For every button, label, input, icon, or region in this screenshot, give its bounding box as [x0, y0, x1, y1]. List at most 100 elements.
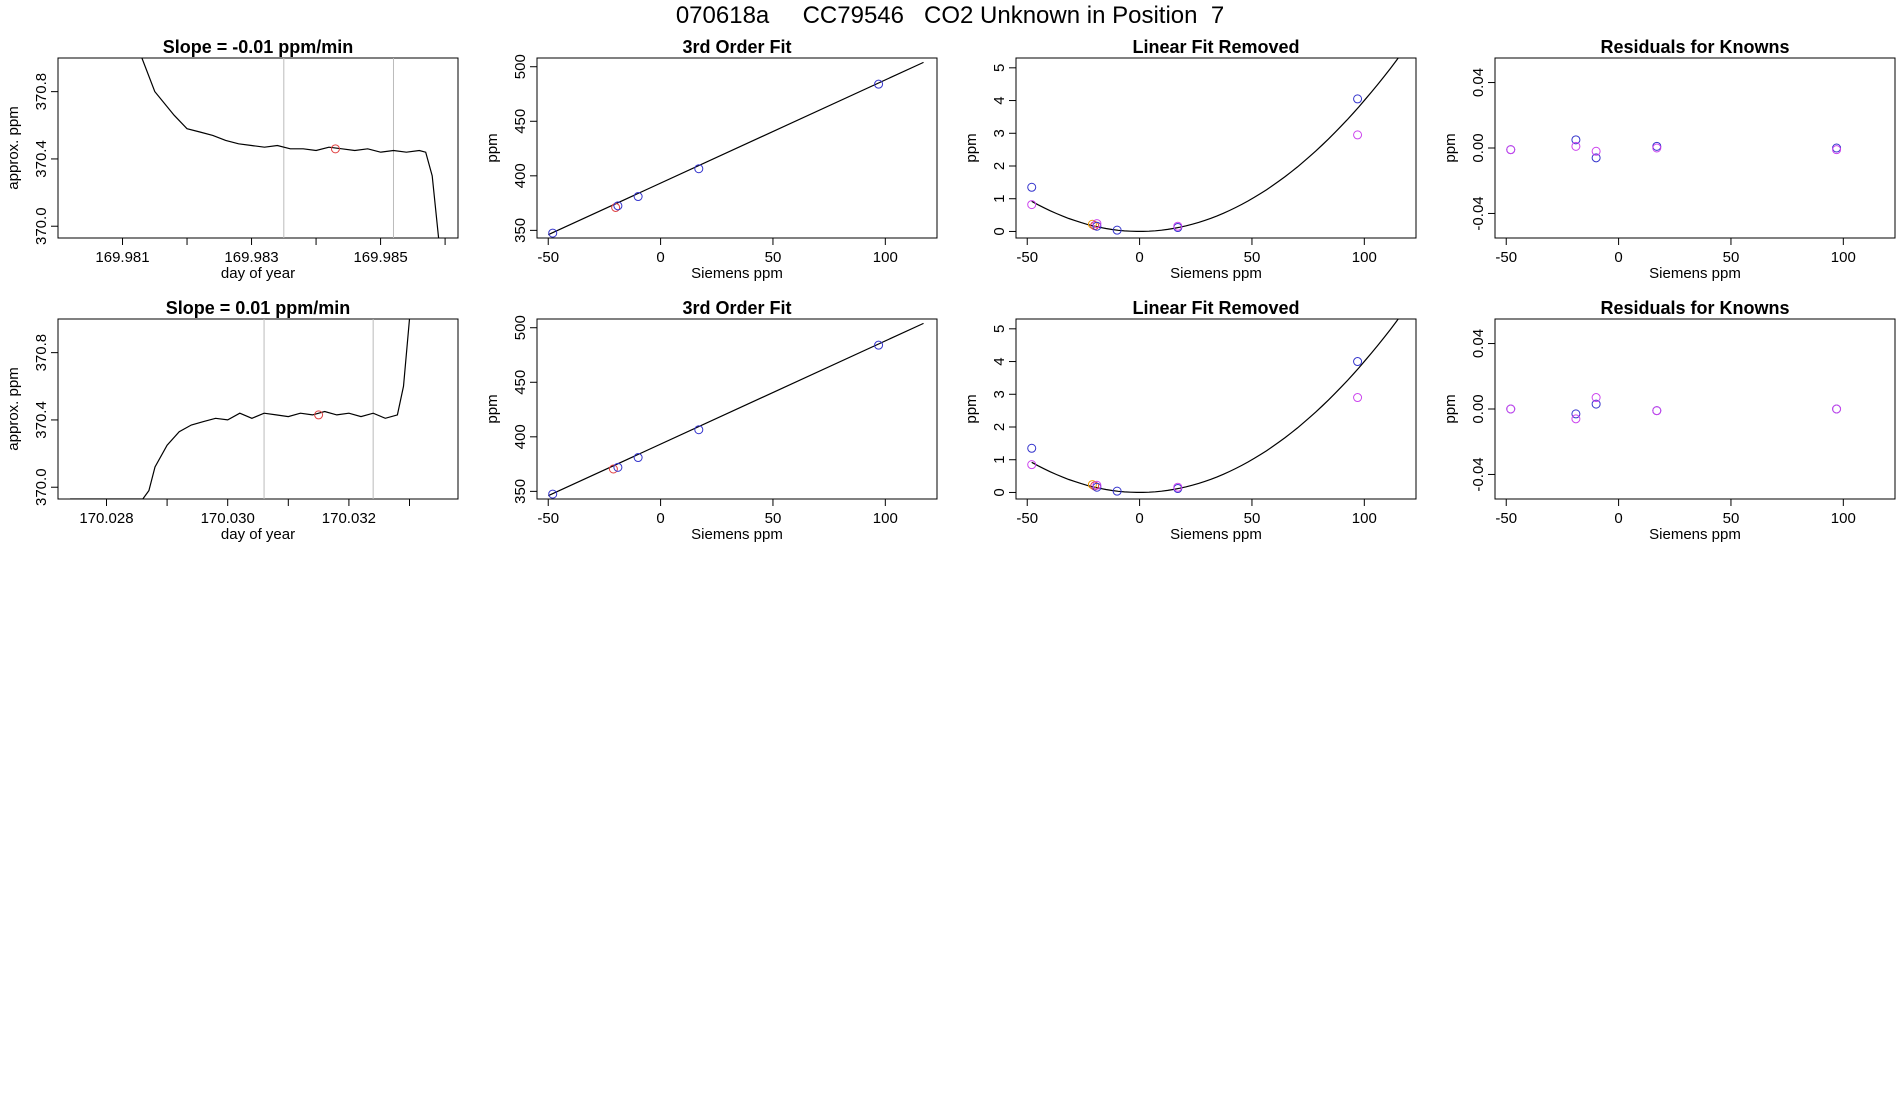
mean-marker: [314, 410, 324, 420]
plot-title: Slope = -0.01 ppm/min: [163, 37, 354, 57]
x-axis-label: Siemens ppm: [1170, 265, 1262, 282]
x-tick-label: 170.030: [201, 510, 255, 527]
data-point: [1571, 135, 1581, 145]
data-point: [1353, 94, 1363, 104]
y-axis-label: approx. ppm: [5, 106, 22, 189]
data-point: [1591, 153, 1601, 163]
x-tick-label: 0: [656, 510, 664, 527]
fit-line: [547, 322, 924, 497]
x-tick-label: -50: [1016, 510, 1038, 527]
data-point: [1353, 130, 1363, 140]
x-tick-label: 50: [765, 249, 782, 266]
data-point: [1652, 406, 1662, 416]
y-tick-label: 370.0: [33, 468, 50, 506]
y-tick-label: 0.00: [1470, 394, 1487, 423]
data-point: [874, 340, 884, 350]
figure-header: 070618a CC79546 CO2 Unknown in Position …: [675, 2, 1225, 29]
data-point: [1591, 399, 1601, 409]
y-tick-label: 0: [991, 488, 1008, 496]
y-tick-label: 370.4: [33, 401, 50, 439]
data-point: [1087, 219, 1097, 229]
data-point: [1832, 145, 1842, 155]
plot-area: [141, 58, 440, 238]
x-tick-label: -50: [537, 510, 559, 527]
y-tick-label: 400: [512, 424, 529, 449]
x-tick-label: -50: [1495, 510, 1517, 527]
y-axis-label: ppm: [963, 133, 980, 162]
data-point: [1506, 404, 1516, 414]
x-tick-label: 0: [1135, 510, 1143, 527]
x-tick-label: 100: [1831, 510, 1856, 527]
plot-panel: Linear Fit Removed -50 0 50 100 0 1 2 3 4 5 Siemens…: [963, 298, 1417, 543]
data-point: [1506, 145, 1516, 155]
plot-area: [1027, 319, 1399, 496]
x-tick-label: 169.985: [353, 249, 407, 266]
data-point: [1092, 219, 1102, 229]
series-line: [70, 319, 411, 499]
y-tick-label: 370.8: [33, 334, 50, 372]
y-tick-label: 0.04: [1470, 68, 1487, 97]
data-point: [1112, 486, 1122, 496]
data-point: [1591, 146, 1601, 156]
x-tick-label: 170.028: [79, 510, 133, 527]
data-point: [633, 453, 643, 463]
y-tick-label: 2: [991, 423, 1008, 431]
y-tick-label: 370.4: [33, 140, 50, 178]
data-point: [1353, 357, 1363, 367]
plot-panel: Residuals for Knowns -50 0 50 100 -0.04 0.00 0.…: [1442, 298, 1896, 543]
y-axis-label: ppm: [963, 394, 980, 423]
mean-marker: [330, 144, 340, 154]
data-point: [1591, 393, 1601, 403]
data-point: [1353, 393, 1363, 403]
data-point: [1092, 480, 1102, 490]
x-tick-label: 169.981: [95, 249, 149, 266]
y-tick-label: -0.04: [1470, 457, 1487, 491]
x-tick-label: -50: [1495, 249, 1517, 266]
plot-area: [70, 319, 411, 499]
y-tick-label: 400: [512, 163, 529, 188]
x-tick-label: 50: [765, 510, 782, 527]
plot-frame: [1494, 57, 1896, 239]
y-tick-label: 350: [512, 218, 529, 243]
plot-frame: [1015, 318, 1417, 500]
data-point: [1087, 480, 1097, 490]
y-tick-label: 5: [991, 64, 1008, 72]
y-axis-label: approx. ppm: [5, 367, 22, 450]
data-point: [1092, 221, 1102, 231]
x-tick-label: 100: [873, 249, 898, 266]
series-line: [141, 58, 440, 238]
y-tick-label: 370.0: [33, 207, 50, 245]
y-tick-label: 2: [991, 162, 1008, 170]
x-axis-label: Siemens ppm: [1649, 526, 1741, 543]
plot-title: Slope = 0.01 ppm/min: [166, 298, 351, 318]
y-tick-label: 500: [512, 54, 529, 79]
data-point: [1027, 460, 1037, 470]
fit-line: [547, 61, 924, 236]
data-point: [633, 192, 643, 202]
x-tick-label: 0: [656, 249, 664, 266]
y-tick-label: 5: [991, 325, 1008, 333]
y-axis-label: ppm: [1442, 394, 1459, 423]
x-tick-label: -50: [537, 249, 559, 266]
data-point: [611, 202, 621, 212]
x-axis-label: day of year: [221, 526, 295, 543]
plot-panel: Linear Fit Removed -50 0 50 100 0 1 2 3 4 5 Siemens…: [963, 37, 1417, 282]
data-point: [1173, 482, 1183, 492]
plot-frame: [57, 318, 459, 500]
y-tick-label: 4: [991, 357, 1008, 365]
plot-panel: Slope = 0.01 ppm/min 170.028 170.030 170.03…: [5, 298, 459, 543]
data-point: [1652, 143, 1662, 153]
plot-area: [1506, 393, 1842, 424]
data-point: [1027, 443, 1037, 453]
x-tick-label: 0: [1614, 249, 1622, 266]
plot-panel: 3rd Order Fit -50 0 50 100 350 400 450 500 Siemen…: [484, 298, 938, 543]
y-axis-label: ppm: [484, 394, 501, 423]
x-tick-label: 0: [1614, 510, 1622, 527]
y-tick-label: 0.00: [1470, 133, 1487, 162]
plot-frame: [1494, 318, 1896, 500]
plot-title: 3rd Order Fit: [682, 298, 791, 318]
y-tick-label: 3: [991, 390, 1008, 398]
data-point: [1027, 182, 1037, 192]
